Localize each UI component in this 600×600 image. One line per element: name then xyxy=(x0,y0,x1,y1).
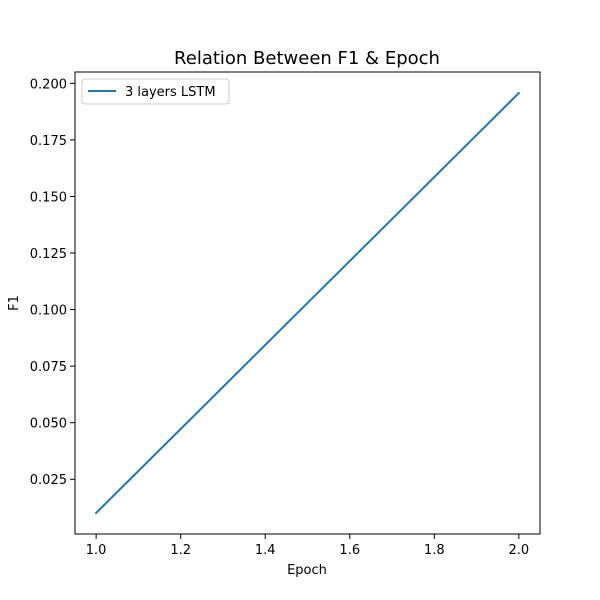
y-tick-label: 0.025 xyxy=(30,473,67,488)
y-axis-ticks: 0.025 0.050 0.075 0.100 0.125 0.150 0.175 0.200 xyxy=(30,77,75,488)
plot-frame xyxy=(74,71,541,535)
y-tick-label: 0.050 xyxy=(30,417,67,432)
x-axis-ticks: 1.0 1.2 1.4 1.6 1.8 2.0 xyxy=(86,534,529,558)
series-lines xyxy=(94,91,521,515)
x-tick-label: 2.0 xyxy=(509,543,530,558)
y-tick-label: 0.125 xyxy=(30,247,67,262)
legend-box xyxy=(81,78,230,105)
x-axis-label: Epoch xyxy=(287,563,327,578)
y-tick-label: 0.150 xyxy=(30,190,67,205)
x-tick-label: 1.4 xyxy=(255,543,276,558)
x-tick-label: 1.0 xyxy=(86,543,107,558)
y-tick-label: 0.100 xyxy=(30,304,67,319)
legend: 3 layers LSTM xyxy=(81,78,230,105)
x-tick-label: 1.2 xyxy=(170,543,191,558)
x-tick-label: 1.6 xyxy=(339,543,360,558)
legend-label-3-layers-lstm: 3 layers LSTM xyxy=(125,85,216,100)
y-tick-label: 0.075 xyxy=(30,360,67,375)
y-tick-label: 0.175 xyxy=(30,134,67,149)
y-axis-label: F1 xyxy=(7,295,22,311)
series-line-0 xyxy=(94,91,521,515)
chart-title: Relation Between F1 & Epoch xyxy=(174,48,440,69)
x-tick-label: 1.8 xyxy=(424,543,445,558)
y-tick-label: 0.200 xyxy=(30,77,67,92)
